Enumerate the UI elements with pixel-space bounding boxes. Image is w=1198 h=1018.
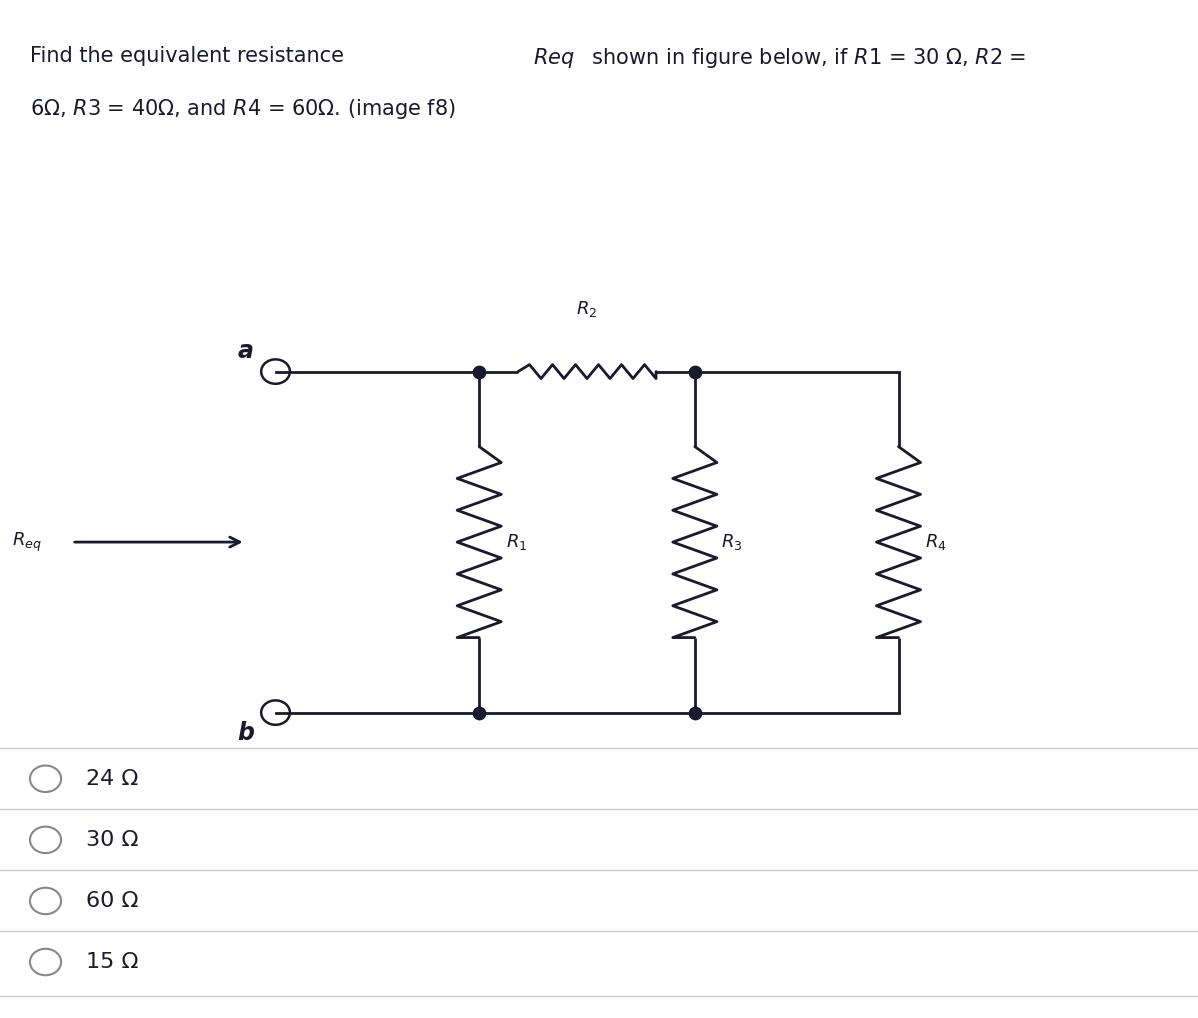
Text: 6Ω, $\mathit{R3}$ = 40Ω, and $\mathit{R4}$ = 60Ω. (image f8): 6Ω, $\mathit{R3}$ = 40Ω, and $\mathit{R4… xyxy=(30,97,455,121)
Text: 30 Ω: 30 Ω xyxy=(86,830,139,850)
Point xyxy=(685,363,704,380)
Text: shown in figure below, if $\mathit{R1}$ = 30 Ω, $\mathit{R2}$ =: shown in figure below, if $\mathit{R1}$ … xyxy=(585,46,1025,70)
Text: 60 Ω: 60 Ω xyxy=(86,891,139,911)
Text: Find the equivalent resistance: Find the equivalent resistance xyxy=(30,46,351,66)
Text: b: b xyxy=(237,721,254,745)
Point xyxy=(685,704,704,721)
Point xyxy=(470,363,489,380)
Text: $R_1$: $R_1$ xyxy=(506,532,527,552)
Text: $R_4$: $R_4$ xyxy=(925,532,946,552)
Text: $R_2$: $R_2$ xyxy=(576,298,598,319)
Text: a: a xyxy=(238,339,254,363)
Text: $\mathit{Req}$: $\mathit{Req}$ xyxy=(533,46,575,70)
Point xyxy=(470,704,489,721)
Text: 15 Ω: 15 Ω xyxy=(86,952,139,972)
Text: $R_{eq}$: $R_{eq}$ xyxy=(12,530,42,554)
Text: $R_3$: $R_3$ xyxy=(721,532,743,552)
Text: 24 Ω: 24 Ω xyxy=(86,769,139,789)
